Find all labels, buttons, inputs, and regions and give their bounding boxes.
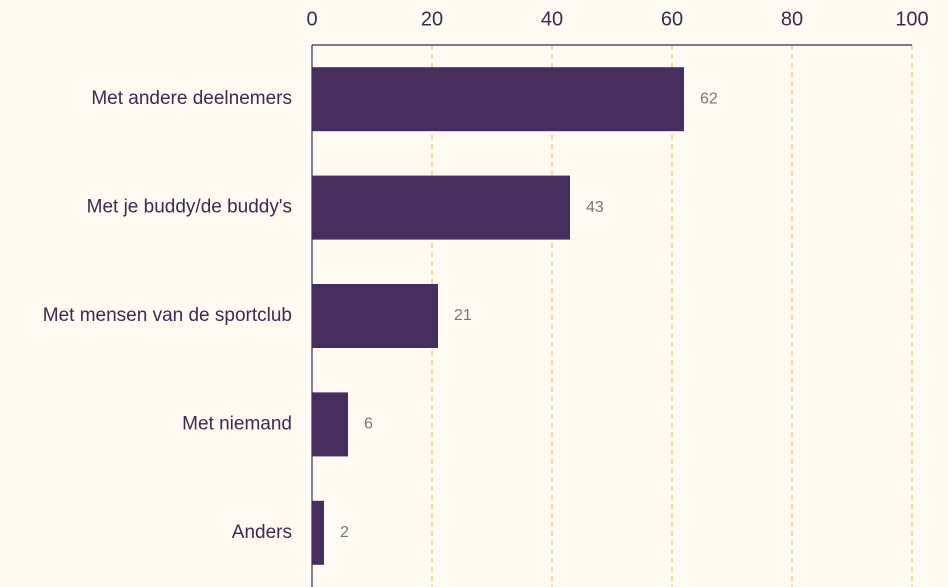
bar	[312, 392, 348, 457]
bar	[312, 500, 324, 565]
y-tick-label: Met je buddy/de buddy's	[87, 197, 292, 218]
y-tick-label: Met andere deelnemers	[91, 88, 292, 109]
value-label: 21	[454, 307, 472, 324]
y-tick-label: Met niemand	[182, 413, 292, 434]
bar	[312, 175, 570, 240]
value-label: 43	[586, 199, 604, 216]
bar	[312, 284, 438, 348]
x-tick-label: 20	[421, 8, 443, 30]
y-tick-label: Met mensen van de sportclub	[43, 305, 292, 326]
x-tick-label: 100	[895, 8, 928, 30]
x-tick-label: 0	[306, 8, 317, 30]
value-label: 6	[364, 416, 373, 433]
bar	[312, 67, 684, 132]
value-label: 62	[700, 90, 718, 107]
x-tick-label: 80	[781, 8, 803, 30]
x-tick-label: 40	[541, 8, 563, 30]
y-tick-label: Anders	[232, 522, 292, 543]
x-tick-label: 60	[661, 8, 683, 30]
value-label: 2	[340, 524, 349, 541]
